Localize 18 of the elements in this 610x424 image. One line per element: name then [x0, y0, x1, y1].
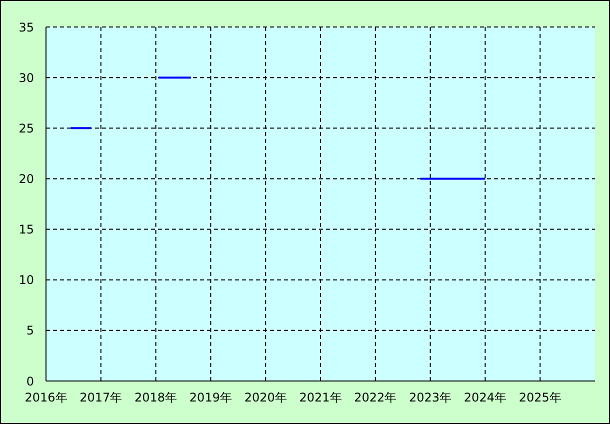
x-tick-label: 2019年 — [189, 390, 232, 405]
x-tick-label: 2020年 — [244, 390, 287, 405]
y-tick-label: 10 — [18, 273, 34, 288]
y-tick-label: 25 — [18, 121, 34, 136]
x-tick-label: 2018年 — [134, 390, 178, 405]
x-tick-label: 2017年 — [80, 390, 122, 405]
y-tick-label: 15 — [18, 222, 34, 237]
y-tick-label: 20 — [18, 172, 34, 186]
x-tick-label: 2025年 — [518, 390, 562, 405]
x-tick-label: 2021年 — [299, 390, 342, 405]
y-tick-label: 30 — [18, 70, 34, 85]
y-tick-label: 35 — [18, 20, 34, 34]
y-tick-label: 0 — [26, 374, 34, 388]
x-tick-label: 2016年 — [24, 390, 68, 405]
y-tick-label: 5 — [26, 324, 34, 338]
x-tick-label: 2024年 — [464, 390, 506, 405]
x-tick-label: 2022年 — [354, 390, 397, 405]
x-tick-label: 2023年 — [409, 390, 452, 405]
